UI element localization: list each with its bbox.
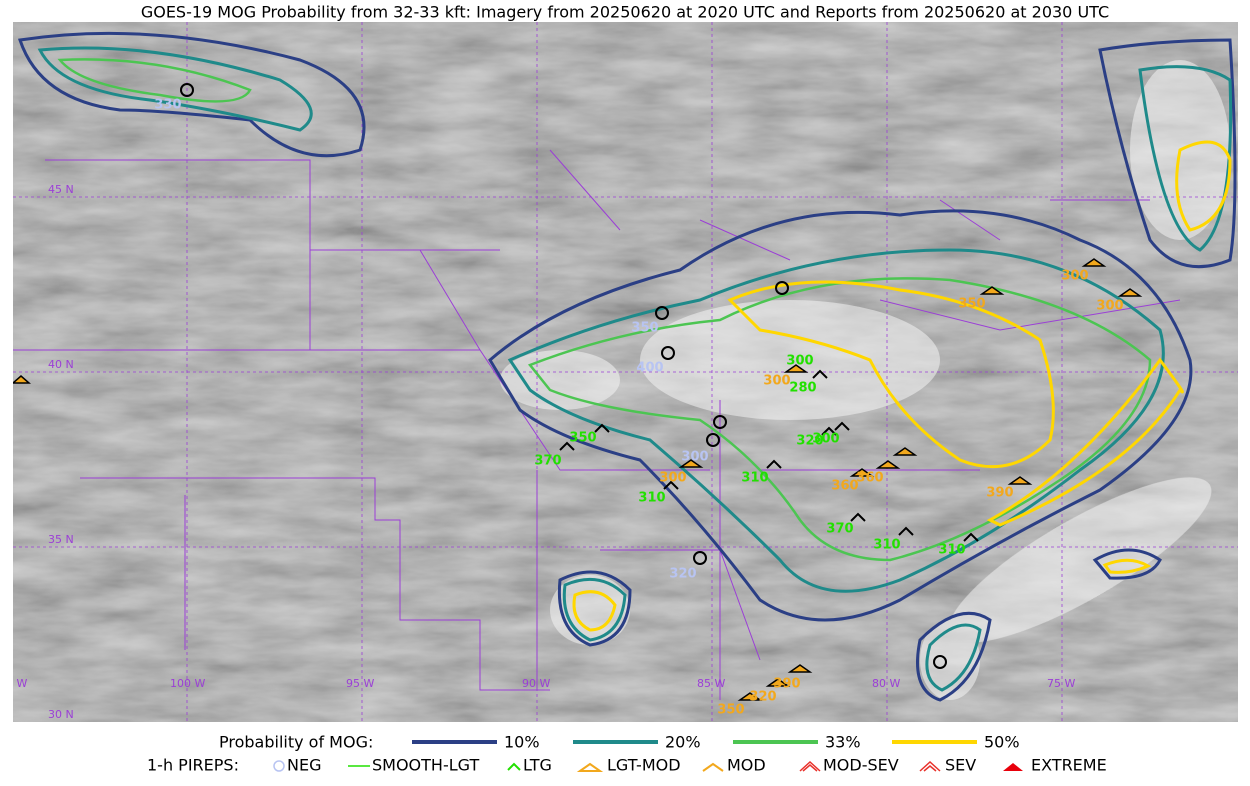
probability-contours — [18, 31, 1237, 702]
legend-item: MOD — [727, 756, 766, 775]
lat-label: 40 N — [48, 358, 74, 371]
map-area: 330 350 400 300 320 350 370 310 300 280 … — [0, 22, 1238, 722]
legend-item: SMOOTH-LGT — [372, 756, 479, 775]
pirep-symbols — [13, 83, 1143, 701]
legend-item: 50% — [984, 733, 1020, 752]
pirep-neg-label: 400 — [636, 361, 663, 376]
legend-title: 1-h PIREPS: — [147, 756, 239, 775]
pirep-ltg-label: 370 — [826, 522, 853, 537]
pirep-mod-label: 300 — [763, 374, 790, 389]
legend-item: LGT-MOD — [607, 756, 681, 775]
legend-item: 33% — [825, 733, 861, 752]
legend-symbol — [799, 760, 821, 772]
legend-item: 20% — [665, 733, 701, 752]
lon-label: 95 W — [346, 677, 374, 690]
pirep-mod-label: 360 — [831, 479, 858, 494]
title: GOES-19 MOG Probability from 32-33 kft: … — [141, 3, 1109, 22]
legend-item: MOD-SEV — [823, 756, 899, 775]
legend-symbol — [919, 760, 941, 772]
pirep-ltg-label: 310 — [638, 491, 665, 506]
pirep-mod-label: 350 — [717, 703, 744, 718]
lon-label: 75 W — [1047, 677, 1075, 690]
legend-item: 10% — [504, 733, 540, 752]
pirep-mod-label: 360 — [856, 471, 883, 486]
pirep-neg-label: 350 — [631, 321, 658, 336]
pirep-ltg-label: 300 — [812, 432, 839, 447]
legend-item: LTG — [523, 756, 552, 775]
legend: Probability of MOG: 10% 20% 33% 50% 1-h … — [147, 733, 1107, 775]
lon-label: 80 W — [872, 677, 900, 690]
grid-labels: 45 N 40 N 35 N 30 N 105 W 100 W 95 W 90 … — [0, 183, 1075, 721]
lon-label: 100 W — [170, 677, 205, 690]
pirep-mod-label: 390 — [986, 486, 1013, 501]
legend-title: Probability of MOG: — [219, 733, 373, 752]
pirep-mod-label: 390 — [773, 677, 800, 692]
legend-symbol — [1003, 763, 1023, 771]
pirep-ltg-label: 370 — [534, 454, 561, 469]
legend-symbol — [507, 762, 521, 771]
pirep-ltg-label: 310 — [938, 543, 965, 558]
pirep-mod-label: 300 — [1061, 269, 1088, 284]
lat-label: 35 N — [48, 533, 74, 546]
legend-symbol — [576, 762, 604, 772]
pirep-mod-label: 350 — [958, 297, 985, 312]
pirep-ltg-label: 320 — [796, 434, 823, 449]
pirep-ltg-label: 300 — [786, 354, 813, 369]
pirep-mod-label: 300 — [659, 471, 686, 486]
pirep-ltg-label: 350 — [569, 431, 596, 446]
legend-item: SEV — [945, 756, 976, 775]
pirep-ltg-label: 280 — [789, 381, 816, 396]
legend-item: EXTREME — [1031, 756, 1107, 775]
pirep-ltg-label: 310 — [873, 538, 900, 553]
cloud-highlights — [500, 60, 1230, 700]
legend-item: NEG — [287, 756, 321, 775]
pirep-neg-label: 320 — [669, 567, 696, 582]
pirep-labels: 330 350 400 300 320 350 370 310 300 280 … — [154, 98, 1123, 718]
lat-label: 30 N — [48, 708, 74, 721]
pirep-mod-label: 320 — [749, 690, 776, 705]
lon-label: 105 W — [0, 677, 27, 690]
legend-symbol — [702, 762, 724, 772]
pirep-ltg-label: 310 — [741, 471, 768, 486]
pirep-neg-label: 300 — [681, 450, 708, 465]
lon-label: 90 W — [522, 677, 550, 690]
pirep-mod-label: 300 — [1096, 299, 1123, 314]
lon-label: 85 W — [697, 677, 725, 690]
lat-label: 45 N — [48, 183, 74, 196]
pirep-neg-label: 330 — [154, 98, 181, 113]
legend-symbol — [273, 760, 285, 772]
